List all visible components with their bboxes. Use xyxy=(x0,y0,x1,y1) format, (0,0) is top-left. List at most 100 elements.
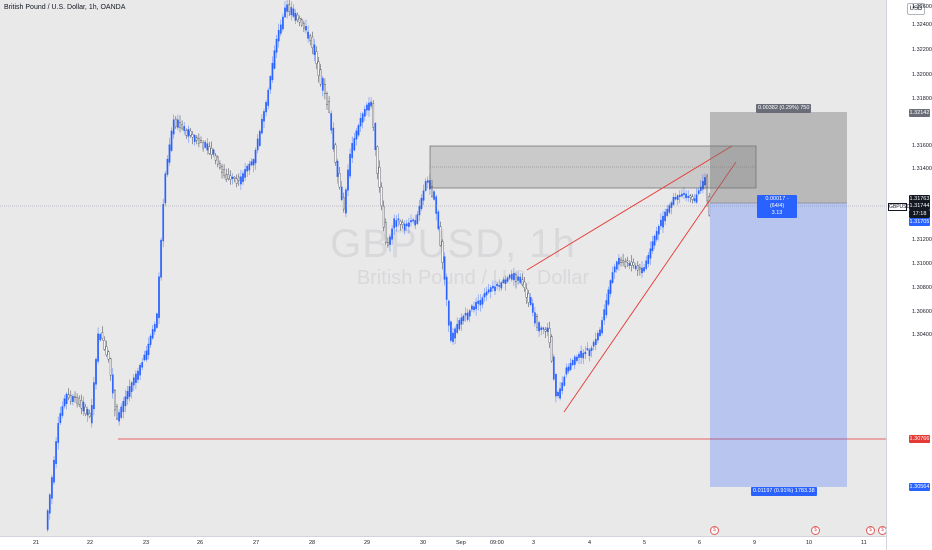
candle-body xyxy=(151,329,154,339)
candle-body xyxy=(206,143,209,151)
time-tick: 30 xyxy=(420,540,427,546)
candle-body xyxy=(366,104,368,111)
candle-body xyxy=(563,376,566,386)
us-flag-event-icon[interactable]: $ xyxy=(878,526,886,535)
candle-body xyxy=(363,109,366,117)
candle-body xyxy=(403,223,406,231)
candlestick-series xyxy=(46,0,711,533)
candle-body xyxy=(193,135,196,142)
candle-body xyxy=(693,198,696,201)
candle-body xyxy=(670,202,673,208)
time-tick: 5 xyxy=(643,540,647,546)
price-tick: 1.32000 xyxy=(912,72,932,78)
candle-body xyxy=(525,288,528,298)
candle-body xyxy=(292,8,295,17)
candle-body xyxy=(672,197,675,205)
candle-body xyxy=(613,266,616,273)
time-tick: 22 xyxy=(87,540,94,546)
candle-body xyxy=(273,50,276,69)
position-loss-zone[interactable] xyxy=(710,203,847,487)
candle-body xyxy=(630,261,633,266)
position-profit-zone[interactable] xyxy=(710,112,847,203)
price-chart[interactable] xyxy=(0,0,886,536)
us-flag-event-icon[interactable]: $ xyxy=(866,526,875,535)
candle-body xyxy=(86,409,89,416)
candle-body xyxy=(695,194,698,203)
candle-body xyxy=(307,31,309,39)
time-tick: 09:00 xyxy=(490,540,504,546)
candle-body xyxy=(216,156,219,165)
candle-body xyxy=(664,211,666,222)
candle-body xyxy=(468,310,471,317)
candle-body xyxy=(162,203,165,242)
candle-body xyxy=(174,118,177,128)
candle-body xyxy=(370,101,372,107)
candle-body xyxy=(492,285,494,289)
candle-body xyxy=(124,396,127,407)
candle-body xyxy=(109,358,112,376)
price-axis[interactable] xyxy=(886,0,932,550)
candle-body xyxy=(46,510,49,530)
candle-body xyxy=(462,315,465,322)
candle-body xyxy=(78,397,81,405)
candle-body xyxy=(51,477,53,499)
us-flag-event-icon[interactable]: $ xyxy=(710,526,719,535)
time-tick: 3 xyxy=(532,540,536,546)
candle-body xyxy=(315,51,318,64)
candle-body xyxy=(351,143,354,159)
position-target-label: 0.00382 (0.29%) 750 xyxy=(756,104,812,113)
candle-body xyxy=(231,176,234,180)
candle-body xyxy=(555,374,557,397)
candle-body xyxy=(435,196,438,214)
time-axis[interactable] xyxy=(0,536,886,550)
price-tick: 1.32200 xyxy=(912,47,932,53)
price-tick: 1.31200 xyxy=(912,237,932,243)
candle-body xyxy=(687,196,690,198)
wedge-upper-line[interactable] xyxy=(526,145,733,271)
candle-body xyxy=(59,413,62,424)
candle-body xyxy=(405,223,408,227)
candle-body xyxy=(576,356,578,361)
currency-button[interactable]: USD xyxy=(907,3,925,15)
candle-body xyxy=(641,267,643,274)
candle-body xyxy=(88,413,91,417)
time-tick: 4 xyxy=(588,540,592,546)
candle-body xyxy=(611,272,614,283)
candle-body xyxy=(477,300,480,304)
candle-body xyxy=(578,354,580,358)
candle-body xyxy=(458,320,461,330)
candle-body xyxy=(145,350,148,360)
chart-pane[interactable]: British Pound / U.S. Dollar, 1h, OANDA G… xyxy=(0,0,886,536)
candle-body xyxy=(590,347,593,351)
candle-body xyxy=(342,197,345,210)
candle-body xyxy=(506,277,509,282)
candle-body xyxy=(254,149,257,164)
price-tick: 1.31600 xyxy=(912,143,932,149)
symbol-title[interactable]: British Pound / U.S. Dollar, 1h, OANDA xyxy=(4,4,126,11)
candle-body xyxy=(632,262,635,266)
candle-body xyxy=(517,276,519,281)
candle-body xyxy=(586,348,589,351)
candle-body xyxy=(111,374,114,394)
candle-body xyxy=(328,101,330,113)
candle-body xyxy=(97,333,99,362)
candle-body xyxy=(691,196,694,200)
candle-body xyxy=(105,346,108,356)
candle-body xyxy=(214,155,217,161)
wedge-lower-line[interactable] xyxy=(563,161,737,413)
candle-body xyxy=(592,341,595,347)
candle-body xyxy=(521,279,524,285)
candle-body xyxy=(95,359,97,385)
candle-body xyxy=(479,300,482,306)
candle-body xyxy=(697,190,700,194)
candle-body xyxy=(90,404,93,424)
candle-body xyxy=(704,177,706,186)
candle-body xyxy=(519,277,522,283)
candle-body xyxy=(334,144,337,163)
candle-body xyxy=(63,398,66,407)
candle-body xyxy=(689,195,692,198)
candle-body xyxy=(485,291,488,296)
candle-body xyxy=(456,323,459,333)
us-flag-event-icon[interactable]: $ xyxy=(811,526,820,535)
candle-body xyxy=(412,219,414,222)
